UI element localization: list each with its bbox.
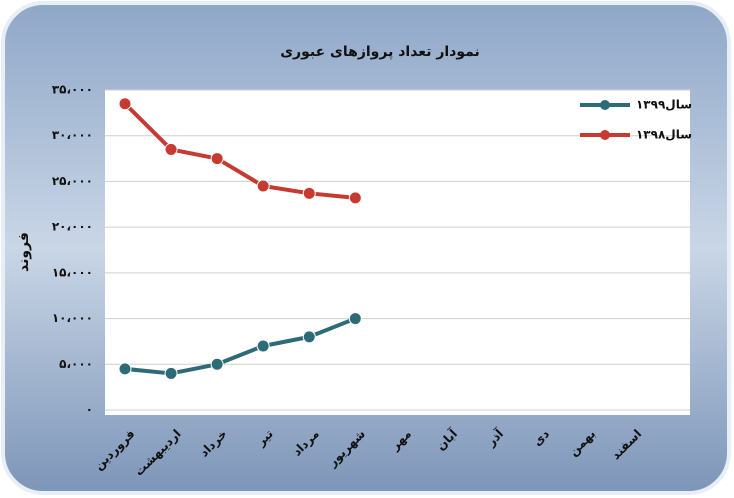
y-tick-label: ۳۵،۰۰۰	[52, 83, 93, 97]
legend-marker	[600, 130, 610, 140]
series-line	[124, 316, 357, 376]
data-point	[118, 362, 132, 376]
data-point	[164, 142, 178, 156]
y-tick-label: ۰	[86, 403, 93, 417]
y-tick-label: ۲۵،۰۰۰	[52, 174, 93, 188]
chart-title: نمودار تعداد پروازهای عبوری	[280, 44, 480, 60]
data-point	[302, 186, 316, 200]
data-point	[348, 312, 362, 326]
legend-label: سال۱۳۹۹	[636, 98, 692, 112]
plot-area	[105, 90, 690, 415]
series-line	[123, 102, 356, 200]
data-point	[210, 357, 224, 371]
y-tick-label: ۲۰،۰۰۰	[52, 220, 93, 234]
y-tick-label: ۵،۰۰۰	[59, 357, 93, 371]
data-point	[164, 366, 178, 380]
y-tick-label: ۱۰،۰۰۰	[52, 311, 93, 325]
data-point	[256, 339, 270, 353]
data-point	[256, 179, 270, 193]
legend-marker	[600, 100, 610, 110]
y-tick-label: ۳۰،۰۰۰	[52, 128, 93, 142]
data-point	[302, 330, 316, 344]
data-point	[118, 97, 132, 111]
y-axis-label: فروند	[16, 232, 32, 272]
y-tick-label: ۱۵،۰۰۰	[52, 265, 93, 279]
data-point	[348, 191, 362, 205]
legend-label: سال۱۳۹۸	[636, 128, 692, 142]
data-point	[210, 152, 224, 166]
